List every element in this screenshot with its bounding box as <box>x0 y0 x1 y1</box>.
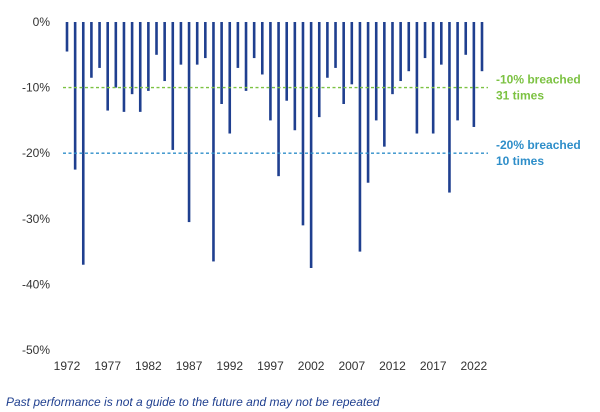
bar-1984 <box>163 22 166 82</box>
bar-2011 <box>383 22 386 147</box>
bar-1996 <box>260 22 264 75</box>
bar-2023 <box>480 22 484 72</box>
bar-1977 <box>106 22 109 111</box>
bar-2006 <box>342 22 345 104</box>
x-tick-label: 1992 <box>216 359 243 373</box>
bar-2010 <box>374 22 378 121</box>
bar-1979 <box>122 22 126 112</box>
bar-1993 <box>236 22 240 68</box>
reference-label-line1: -20% breached <box>496 138 581 152</box>
bar-1981 <box>138 22 142 112</box>
bar-2015 <box>415 22 419 134</box>
x-tick-label: 2017 <box>420 359 447 373</box>
x-tick-label: 2012 <box>379 359 406 373</box>
bar-1990 <box>212 22 215 262</box>
reference-label-line1: -10% breached <box>496 73 581 87</box>
y-tick-label: 0% <box>33 15 51 29</box>
y-tick-label: -40% <box>22 277 50 291</box>
bar-1988 <box>195 22 199 65</box>
y-axis: 0% -10% -20% -30% -40% -50% <box>22 15 50 357</box>
y-tick-label: -50% <box>22 343 50 357</box>
bar-2005 <box>334 22 337 68</box>
bar-2020 <box>456 22 459 121</box>
bar-2012 <box>391 22 394 95</box>
bar-2022 <box>472 22 476 127</box>
bar-1998 <box>277 22 280 177</box>
bar-1976 <box>98 22 101 68</box>
bar-2002 <box>309 22 313 268</box>
bar-2009 <box>366 22 370 183</box>
bar-1983 <box>155 22 158 55</box>
bar-2001 <box>301 22 305 226</box>
bar-2014 <box>407 22 411 72</box>
bar-2004 <box>326 22 329 78</box>
bar-1987 <box>187 22 191 223</box>
bar-2021 <box>464 22 468 55</box>
footnote: Past performance is not a guide to the f… <box>6 395 380 409</box>
bar-1982 <box>147 22 150 91</box>
x-tick-label: 1997 <box>257 359 284 373</box>
x-tick-label: 1977 <box>94 359 121 373</box>
bar-1995 <box>252 22 256 59</box>
bar-2019 <box>448 22 451 193</box>
y-tick-label: -30% <box>22 212 50 226</box>
bar-2000 <box>293 22 297 131</box>
reference-label-line2: 10 times <box>496 154 544 168</box>
bar-1972 <box>65 22 69 52</box>
bar-1992 <box>228 22 232 134</box>
bar-2007 <box>350 22 354 85</box>
bar-2016 <box>423 22 427 59</box>
bar-1997 <box>269 22 272 121</box>
x-tick-label: 2007 <box>338 359 365 373</box>
bar-1989 <box>204 22 207 59</box>
bar-1978 <box>114 22 118 88</box>
y-tick-label: -20% <box>22 146 50 160</box>
reference-label-line2: 31 times <box>496 89 544 103</box>
bar-1974 <box>81 22 85 265</box>
bar-2003 <box>317 22 321 118</box>
x-tick-label: 2002 <box>298 359 325 373</box>
bar-1973 <box>73 22 77 170</box>
bar-1985 <box>171 22 175 150</box>
bar-1999 <box>285 22 289 101</box>
bar-2018 <box>440 22 443 65</box>
bar-1991 <box>220 22 223 104</box>
x-tick-label: 1972 <box>54 359 81 373</box>
bar-2008 <box>358 22 362 252</box>
reference-lines: -10% breached 31 times -20% breached 10 tim… <box>63 73 581 168</box>
bar-1994 <box>244 22 248 91</box>
x-tick-label: 1982 <box>135 359 162 373</box>
y-tick-label: -10% <box>22 81 50 95</box>
bar-1975 <box>90 22 93 78</box>
bar-2017 <box>431 22 435 134</box>
x-axis: 1972 1977 1982 1987 1992 1997 2002 2007 2012 2017… <box>54 359 488 373</box>
bar-1986 <box>179 22 183 65</box>
bar-2013 <box>399 22 402 82</box>
x-tick-label: 2022 <box>461 359 488 373</box>
x-tick-label: 1987 <box>176 359 203 373</box>
bar-1980 <box>130 22 134 95</box>
bars <box>65 22 484 268</box>
